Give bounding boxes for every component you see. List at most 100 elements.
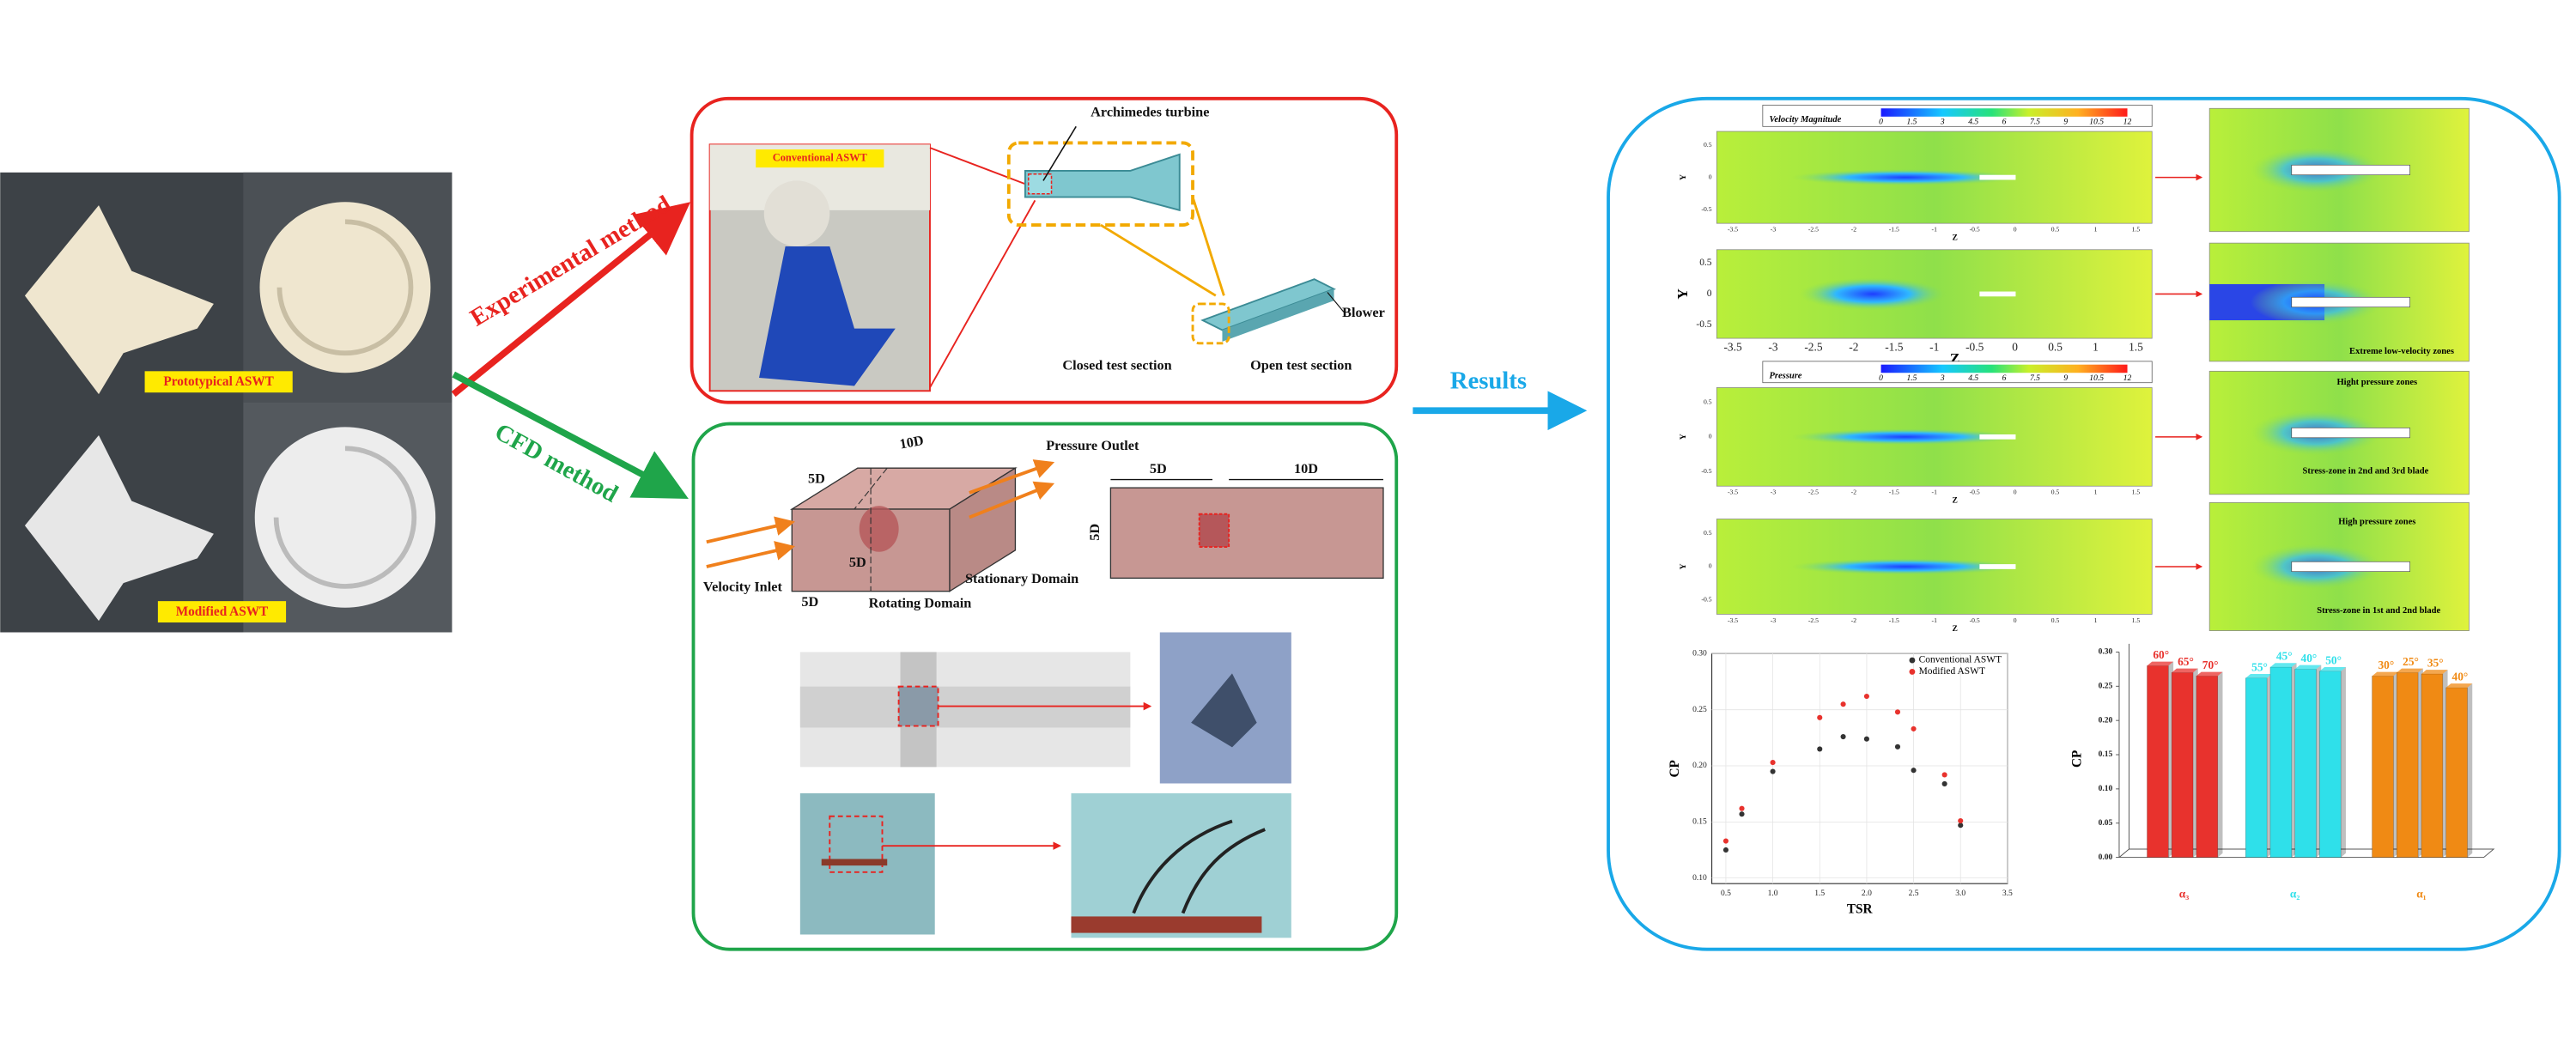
y-tick-label: 0.30 (1692, 649, 1707, 659)
contour-x-tick: -0.5 (1970, 226, 1980, 234)
contour-x-tick: 1.5 (2132, 226, 2141, 234)
value-label: 65° (2178, 655, 2194, 668)
contour-x-tick: 1 (2094, 489, 2098, 496)
contour-x-tick: -2.5 (1808, 226, 1819, 234)
rotor (1979, 434, 2016, 440)
contour-x-tick: -3 (1771, 226, 1777, 234)
label: Closed test section (1062, 357, 1171, 373)
value-label: 40° (2301, 652, 2318, 665)
bar-side (2467, 683, 2473, 858)
photo-label: Prototypical ASWT (163, 374, 273, 389)
colorbar-tick: 4.5 (1968, 118, 1978, 127)
label: Velocity Inlet (703, 580, 783, 595)
contour-x-tick: 1 (2093, 341, 2099, 354)
colorbar-tick: 9 (2063, 373, 2068, 383)
value-label: 25° (2403, 655, 2419, 668)
group-label: α₃ (2179, 888, 2189, 901)
y-tick-label: 0.30 (2099, 647, 2113, 657)
contour-x-tick: 0 (2014, 616, 2017, 624)
contour-y-tick: 0 (1709, 562, 1712, 570)
bar-top (2196, 671, 2223, 677)
y-tick-label: 0.15 (1692, 817, 1707, 827)
y-tick-label: 0.20 (2099, 715, 2113, 725)
contour-y-tick: 0.5 (1704, 398, 1712, 405)
annotation: Extreme low-velocity zones (2349, 347, 2454, 356)
bar (2294, 669, 2317, 858)
bar-top (2245, 673, 2272, 678)
data-point (1941, 780, 1947, 786)
bar-top (2372, 671, 2399, 677)
bar-top (2319, 666, 2346, 671)
colorbar-tick: 7.5 (2030, 373, 2040, 383)
arrow (451, 202, 691, 398)
legend-label: Conventional ASWT (1919, 655, 2002, 665)
colorbar-title: Velocity Magnitude (1770, 115, 1842, 124)
contour-y-tick: 0 (1709, 173, 1712, 180)
rotor (1979, 174, 2016, 180)
colorbar-tick: 3 (1940, 373, 1945, 383)
value-label: 45° (2276, 650, 2293, 663)
contour-x-tick: 0.5 (2051, 616, 2060, 624)
contour-x-tick: -2.5 (1808, 489, 1819, 496)
contour-x-tick: -2 (1851, 226, 1857, 234)
contour-x-tick: 0.5 (2051, 226, 2060, 234)
value-label: 50° (2325, 653, 2342, 666)
rotor (1979, 291, 2016, 297)
value-label: 35° (2427, 657, 2444, 670)
y-tick-label: 0.20 (1692, 761, 1707, 770)
bar (2421, 673, 2444, 858)
y-axis-title: CP (2070, 750, 2085, 768)
contour-x-tick: -1 (1932, 489, 1938, 496)
value-label: 30° (2378, 659, 2394, 671)
method-title: Experimental method (465, 191, 676, 332)
contour-x-tick: -0.5 (1970, 616, 1980, 624)
group-label: α₂ (2290, 888, 2300, 901)
annotation: Stress-zone in 2nd and 3rd blade (2303, 466, 2429, 476)
contour-wake (1790, 558, 2021, 575)
bar (2196, 676, 2219, 858)
contour-x-tick: -2 (1849, 341, 1858, 354)
annotation: High pressure zones (2338, 518, 2415, 527)
data-point (1911, 768, 1917, 774)
legend-marker (1909, 668, 1916, 675)
bar-top (2397, 668, 2423, 673)
photo-label: Conventional ASWT (773, 151, 868, 163)
contour-x-tick: 1 (2094, 226, 2098, 234)
colorbar-tick: 6 (2002, 118, 2007, 127)
contour-x-tick: -2.5 (1808, 616, 1819, 624)
value-label: 70° (2202, 659, 2219, 671)
axis-label: Z (1952, 496, 1957, 506)
data-point (1863, 736, 1869, 742)
bar-top (2421, 670, 2448, 674)
dimension: 5D (1087, 524, 1103, 541)
contour-x-tick: -3 (1768, 341, 1777, 354)
contour-x-tick: -3 (1771, 616, 1777, 624)
data-point (1911, 725, 1917, 731)
y-tick-label: 0.25 (2099, 681, 2113, 690)
rotor (2291, 561, 2410, 573)
y-tick-label: 0.05 (2099, 818, 2113, 828)
charts: 0.5 1.0 1.5 2.0 2.5 3.0 3.5 0.10 0.15 0.20 0.25 0.3… (1668, 643, 2495, 916)
x-tick-label: 2.0 (1862, 889, 1872, 898)
colorbar-tick: 1.5 (1906, 118, 1917, 127)
x-tick-label: 3.5 (2002, 889, 2013, 898)
x-axis-title: TSR (1847, 901, 1874, 916)
contour-x-tick: -3.5 (1723, 341, 1741, 354)
contour-x-tick: 0.5 (2048, 341, 2063, 354)
data-point (1722, 838, 1729, 844)
label: Open test section (1250, 357, 1352, 373)
bar (2171, 672, 2194, 858)
label: Pressure Outlet (1046, 438, 1139, 453)
colorbar-tick: 4.5 (1968, 373, 1978, 383)
contour-x-tick: 1.5 (2132, 489, 2141, 496)
axis-label: Z (1952, 624, 1957, 634)
contour-x-tick: -0.5 (1965, 341, 1984, 354)
y-tick-label: 0.10 (2099, 784, 2113, 793)
contour-x-tick: -1.5 (1885, 341, 1903, 354)
bar (2396, 672, 2419, 858)
contour-y-tick: 0.5 (1704, 141, 1712, 149)
data-point (1739, 805, 1745, 811)
bar (2445, 687, 2468, 858)
